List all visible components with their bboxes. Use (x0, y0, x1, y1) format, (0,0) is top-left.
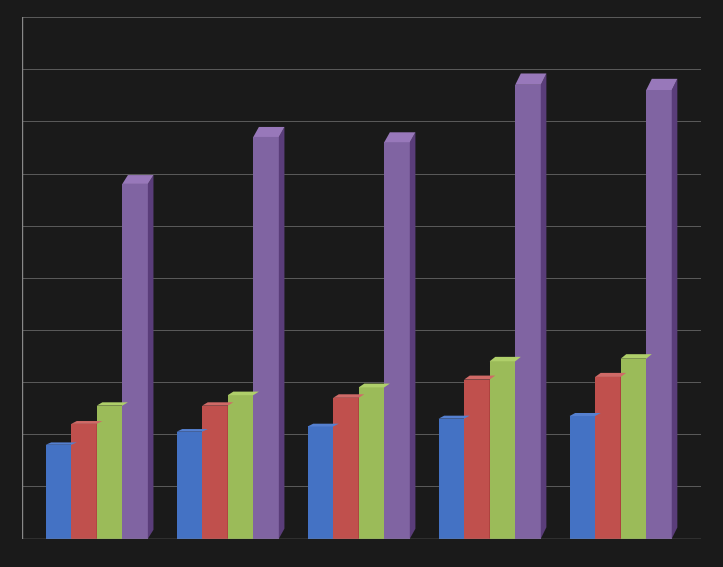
Polygon shape (202, 403, 234, 405)
Polygon shape (595, 373, 626, 377)
Polygon shape (646, 354, 652, 539)
Polygon shape (515, 74, 547, 85)
Bar (202, 405, 228, 539)
Polygon shape (97, 421, 103, 539)
Bar (515, 85, 541, 539)
Polygon shape (620, 354, 652, 359)
Polygon shape (672, 79, 677, 539)
Bar (122, 184, 148, 539)
Polygon shape (122, 403, 128, 539)
Polygon shape (489, 375, 495, 539)
Polygon shape (439, 416, 470, 418)
Bar (646, 90, 672, 539)
Polygon shape (620, 373, 626, 539)
Bar (307, 426, 333, 539)
Bar (253, 137, 279, 539)
Polygon shape (489, 357, 521, 361)
Polygon shape (464, 375, 495, 379)
Polygon shape (46, 442, 77, 445)
Polygon shape (333, 424, 339, 539)
Bar (97, 405, 122, 539)
Polygon shape (384, 132, 416, 142)
Polygon shape (541, 74, 547, 539)
Bar (176, 431, 202, 539)
Polygon shape (570, 413, 601, 416)
Polygon shape (253, 127, 284, 137)
Polygon shape (228, 392, 259, 395)
Polygon shape (176, 429, 208, 431)
Bar (71, 424, 97, 539)
Polygon shape (359, 384, 390, 387)
Bar (333, 398, 359, 539)
Bar (46, 445, 71, 539)
Polygon shape (384, 384, 390, 539)
Polygon shape (71, 421, 103, 424)
Polygon shape (202, 429, 208, 539)
Bar (228, 395, 253, 539)
Polygon shape (228, 403, 234, 539)
Polygon shape (595, 413, 601, 539)
Polygon shape (148, 175, 153, 539)
Bar (489, 361, 515, 539)
Polygon shape (515, 357, 521, 539)
Polygon shape (359, 394, 364, 539)
Bar (570, 416, 595, 539)
Polygon shape (253, 392, 259, 539)
Polygon shape (410, 132, 416, 539)
Polygon shape (71, 442, 77, 539)
Polygon shape (464, 416, 470, 539)
Polygon shape (646, 79, 677, 90)
Bar (620, 359, 646, 539)
Bar (384, 142, 410, 539)
Polygon shape (122, 175, 153, 184)
Polygon shape (307, 424, 339, 426)
Polygon shape (279, 127, 284, 539)
Bar (595, 377, 620, 539)
Bar (359, 387, 384, 539)
Bar (464, 379, 489, 539)
Polygon shape (333, 394, 364, 398)
Polygon shape (97, 403, 128, 405)
Bar (439, 418, 464, 539)
